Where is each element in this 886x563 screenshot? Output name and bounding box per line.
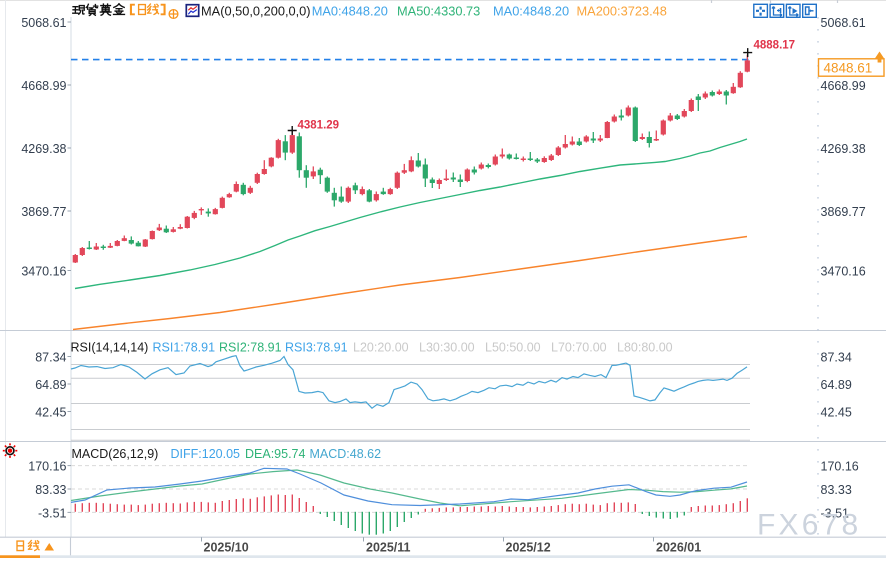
- svg-text:87.34: 87.34: [35, 351, 66, 365]
- svg-text:RSI2:78.91: RSI2:78.91: [219, 341, 282, 355]
- svg-text:MACD(26,12,9): MACD(26,12,9): [72, 447, 159, 461]
- svg-text:2026/01: 2026/01: [656, 540, 701, 554]
- svg-text:MA50:4330.73: MA50:4330.73: [397, 3, 480, 18]
- svg-text:MA0:4848.20: MA0:4848.20: [493, 3, 569, 18]
- svg-text:64.89: 64.89: [35, 378, 66, 392]
- svg-text:83.33: 83.33: [35, 483, 66, 497]
- svg-text:L30:30.00: L30:30.00: [419, 341, 475, 355]
- svg-text:MA200:3723.48: MA200:3723.48: [577, 3, 667, 18]
- svg-text:87.34: 87.34: [821, 351, 852, 365]
- svg-text:5068.61: 5068.61: [821, 16, 866, 30]
- svg-text:2025/10: 2025/10: [204, 540, 249, 554]
- svg-text:4269.38: 4269.38: [821, 142, 866, 156]
- svg-text:-3.51: -3.51: [38, 506, 67, 520]
- svg-text:4269.38: 4269.38: [21, 142, 66, 156]
- svg-text:2025/12: 2025/12: [506, 540, 551, 554]
- svg-text:83.33: 83.33: [821, 483, 852, 497]
- svg-text:-3.51: -3.51: [821, 506, 850, 520]
- svg-text:3869.77: 3869.77: [821, 205, 866, 219]
- svg-text:64.89: 64.89: [821, 378, 852, 392]
- svg-text:42.45: 42.45: [821, 406, 852, 420]
- svg-text:4848.61: 4848.61: [824, 60, 873, 75]
- svg-text:3470.16: 3470.16: [21, 265, 66, 279]
- svg-text:L20:20.00: L20:20.00: [353, 341, 409, 355]
- svg-text:DIFF:120.05: DIFF:120.05: [171, 447, 241, 461]
- svg-text:4668.99: 4668.99: [821, 79, 866, 93]
- svg-text:2025/11: 2025/11: [366, 540, 411, 554]
- svg-text:RSI3:78.91: RSI3:78.91: [285, 341, 348, 355]
- svg-text:RSI(14,14,14): RSI(14,14,14): [71, 341, 149, 355]
- svg-text:MA0:4848.20: MA0:4848.20: [312, 3, 388, 18]
- svg-text:3869.77: 3869.77: [21, 205, 66, 219]
- svg-text:3470.16: 3470.16: [821, 265, 866, 279]
- svg-text:FX678: FX678: [757, 509, 861, 542]
- svg-text:MA(0,50,0,200,0,0): MA(0,50,0,200,0,0): [201, 3, 311, 18]
- svg-text:5068.61: 5068.61: [21, 16, 66, 30]
- svg-text:170.16: 170.16: [28, 460, 66, 474]
- svg-text:MACD:48.62: MACD:48.62: [310, 447, 382, 461]
- svg-text:4381.29: 4381.29: [298, 120, 340, 132]
- svg-text:DEA:95.74: DEA:95.74: [245, 447, 306, 461]
- svg-text:L50:50.00: L50:50.00: [485, 341, 541, 355]
- svg-text:L70:70.00: L70:70.00: [551, 341, 607, 355]
- svg-text:42.45: 42.45: [35, 406, 66, 420]
- svg-text:L80:80.00: L80:80.00: [617, 341, 673, 355]
- svg-text:RSI1:78.91: RSI1:78.91: [153, 341, 216, 355]
- svg-text:4888.17: 4888.17: [754, 40, 796, 52]
- svg-text:4668.99: 4668.99: [21, 79, 66, 93]
- svg-text:170.16: 170.16: [821, 460, 859, 474]
